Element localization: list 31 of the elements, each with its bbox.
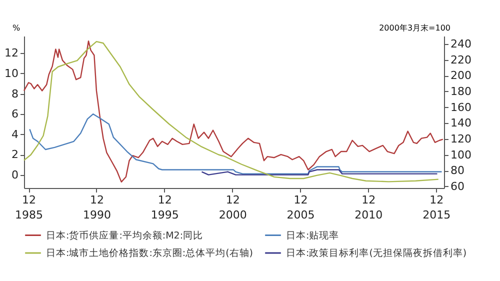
y2-tick-label: 240 — [450, 37, 472, 50]
line-series — [29, 113, 442, 174]
y-tick-label: 0 — [12, 168, 18, 182]
y2-tick-label: 120 — [450, 132, 472, 146]
y2-tick-label: 140 — [450, 116, 472, 130]
y-tick-label: 8 — [12, 87, 18, 100]
y-tick-label: 6 — [12, 108, 18, 121]
y2-tick-label: 220 — [450, 53, 472, 66]
y-tick-label: 4 — [12, 128, 18, 141]
y2-tick-label: 200 — [450, 69, 472, 82]
x-tick-label: 12 2010 — [354, 194, 383, 222]
x-tick-label: 12 1990 — [82, 194, 111, 222]
y-axis-title: % — [12, 24, 20, 32]
legend-label: 日本:货币供应量:平均余额:M2:同比 — [46, 229, 204, 242]
y-tick-label: 12 — [4, 46, 18, 60]
legend-label: 日本:政策目标利率(无担保隔夜拆借利率) — [286, 247, 467, 259]
legend-label: 日本:城市土地价格指数:东京圈:总体平均(右轴) — [46, 247, 254, 259]
y-tick-label: 10 — [4, 66, 18, 80]
y2-tick-label: 100 — [450, 148, 472, 162]
y2-axis-title: 2000年3月末=100 — [379, 24, 450, 32]
legend-label: 日本:贴现率 — [286, 229, 340, 242]
x-tick-label: 12 2000 — [218, 194, 247, 222]
y2-tick-label: 60 — [450, 180, 464, 193]
x-tick-label: 12 2015 — [422, 194, 451, 222]
y-tick-label: 2 — [12, 148, 18, 162]
y2-tick-label: 180 — [450, 84, 472, 98]
x-tick-label: 12 2005 — [286, 194, 315, 222]
x-tick-label: 12 1995 — [150, 194, 179, 222]
y2-tick-label: 160 — [450, 100, 472, 114]
y2-tick-label: 80 — [450, 164, 464, 178]
x-tick-label: 12 1985 — [15, 194, 44, 222]
